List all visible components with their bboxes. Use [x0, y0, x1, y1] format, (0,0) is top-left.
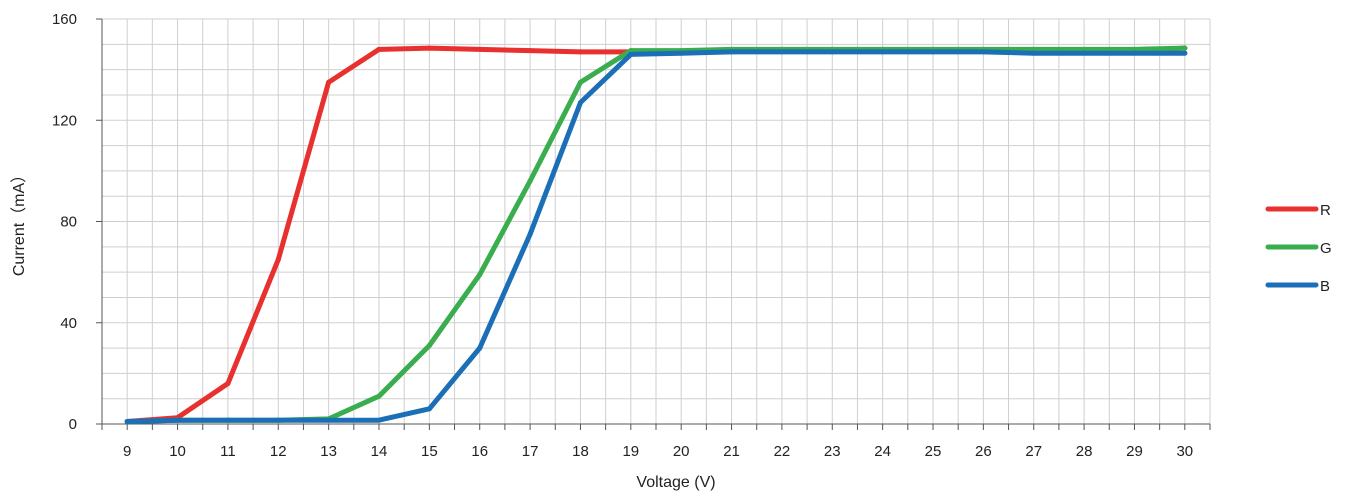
data-point-r	[577, 49, 583, 55]
data-point-b	[577, 100, 583, 106]
data-point-r	[275, 256, 281, 262]
data-point-g	[1081, 46, 1087, 52]
data-point-b	[930, 49, 936, 55]
x-tick-label: 25	[925, 443, 942, 460]
y-tick-label: 40	[60, 315, 77, 332]
data-point-g	[376, 393, 382, 399]
data-point-r	[326, 79, 332, 85]
data-point-b	[1182, 50, 1188, 56]
x-tick-label: 18	[572, 443, 589, 460]
x-tick-label: 26	[975, 443, 992, 460]
series-lines	[124, 45, 1188, 424]
data-point-g	[1131, 46, 1137, 52]
series-line-b	[124, 49, 1188, 424]
data-point-b	[980, 49, 986, 55]
data-point-g	[1031, 46, 1037, 52]
data-point-b	[175, 417, 181, 423]
x-tick-label: 21	[723, 443, 740, 460]
data-point-b	[729, 49, 735, 55]
data-point-g	[477, 272, 483, 278]
legend-label-r: R	[1320, 202, 1331, 219]
data-point-b	[880, 49, 886, 55]
y-tick-label: 120	[52, 112, 77, 129]
legend-label-b: B	[1320, 278, 1330, 295]
legend: R G B	[1265, 202, 1332, 295]
x-tick-label: 10	[169, 443, 186, 460]
data-point-b	[426, 406, 432, 412]
y-axis-ticks: 0 40 80 120 160	[52, 11, 102, 433]
x-tick-label: 24	[874, 443, 891, 460]
data-point-b	[829, 49, 835, 55]
x-tick-label: 15	[421, 443, 438, 460]
data-point-g	[577, 79, 583, 85]
data-point-r	[225, 381, 231, 386]
data-point-b	[225, 417, 231, 423]
x-tick-label: 27	[1025, 443, 1042, 460]
x-tick-label: 11	[220, 443, 236, 460]
y-tick-label: 0	[69, 416, 77, 433]
data-point-b	[527, 231, 533, 237]
data-point-b	[678, 50, 684, 56]
data-point-b	[376, 417, 382, 423]
x-tick-label: 14	[371, 443, 388, 460]
data-point-b	[477, 345, 483, 351]
data-point-r	[527, 48, 533, 54]
data-point-b	[275, 417, 281, 423]
data-point-g	[527, 178, 533, 184]
x-tick-label: 29	[1126, 443, 1143, 460]
x-tick-label: 16	[471, 443, 488, 460]
y-axis-title: Current（mA）	[10, 167, 28, 276]
y-tick-label: 80	[60, 214, 77, 231]
data-point-b	[1081, 50, 1087, 56]
data-point-r	[477, 46, 483, 52]
x-tick-label: 13	[320, 443, 337, 460]
x-tick-label: 30	[1176, 443, 1193, 460]
x-tick-label: 20	[673, 443, 690, 460]
data-point-b	[1131, 50, 1137, 56]
data-point-b	[628, 51, 634, 57]
data-point-b	[326, 417, 332, 423]
data-point-b	[779, 49, 785, 55]
data-point-b	[124, 418, 130, 424]
data-point-r	[426, 45, 432, 51]
x-tick-label: 12	[270, 443, 287, 460]
data-point-g	[426, 343, 432, 349]
data-point-g	[1182, 45, 1188, 51]
x-tick-label: 22	[774, 443, 791, 460]
x-tick-label: 9	[123, 443, 131, 460]
x-tick-label: 17	[522, 443, 539, 460]
x-tick-label: 19	[622, 443, 639, 460]
x-axis-ticks: 9 10 11 12 13 14 15 16 17 18 19 20 21 22 23 24 25 26 27 28 2…	[101, 424, 1211, 460]
y-tick-label: 160	[52, 11, 77, 28]
grid	[101, 18, 1211, 425]
data-point-b	[1031, 50, 1037, 56]
x-tick-label: 23	[824, 443, 841, 460]
data-point-r	[376, 46, 382, 52]
x-axis-title: Voltage (V)	[636, 474, 715, 491]
legend-label-g: G	[1320, 240, 1332, 257]
x-tick-label: 28	[1076, 443, 1093, 460]
